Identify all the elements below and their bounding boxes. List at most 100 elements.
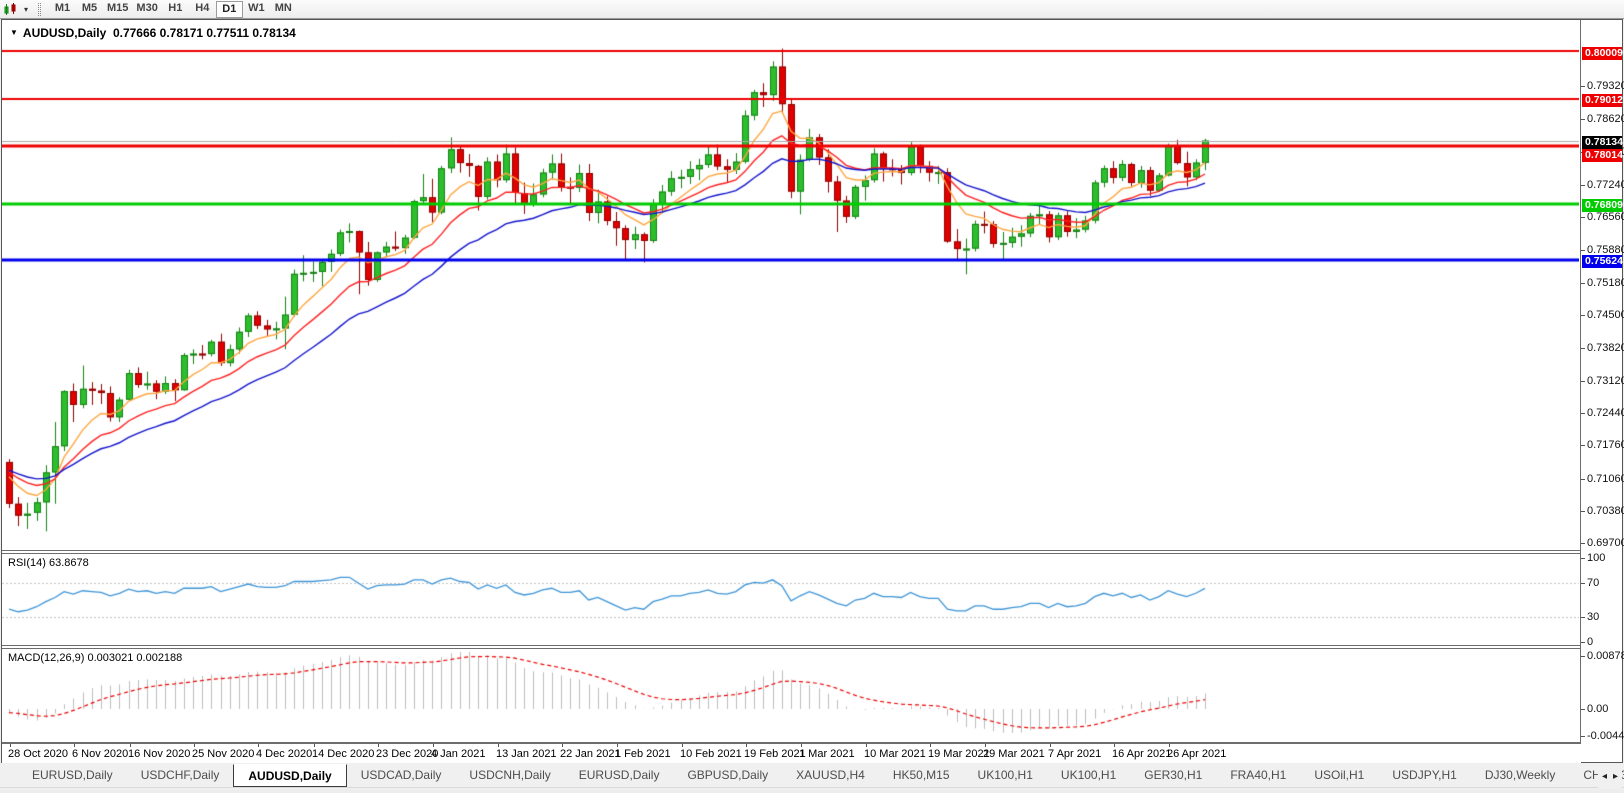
time-tick [985,744,986,747]
price-level-badge: 0.79012 [1582,94,1623,107]
rsi-canvas[interactable] [2,554,1579,645]
macd-panel: MACD(12,26,9) 0.003021 0.002188 [2,648,1581,743]
timeframe-button-d1[interactable]: D1 [215,0,243,18]
timeframe-button-m30[interactable]: M30 [136,1,158,14]
time-tick [1114,744,1115,747]
price-tick-label: 0.70380 [1581,505,1624,517]
chart-window: ▼ AUDUSD,Daily 0.77666 0.78171 0.77511 0.… [1,19,1624,763]
time-tick [682,744,683,747]
macd-level-label: 0.008782 [1581,650,1624,662]
chart-menu-caret-icon[interactable]: ▼ [10,28,18,37]
time-tick [801,744,802,747]
price-level-badge: 0.75624 [1582,255,1623,268]
chart-tab-eurusd-daily[interactable]: EURUSD,Daily [578,768,660,782]
price-tick-label: 0.76560 [1581,211,1624,223]
rsi-level-label: 100 [1581,552,1605,564]
date-label: 22 Jan 2021 [560,748,621,760]
status-strip [0,789,1624,793]
rsi-level-label: 0 [1581,636,1593,648]
date-label: 13 Jan 2021 [496,748,557,760]
rsi-panel: RSI(14) 63.8678 [2,553,1581,646]
date-label: 16 Nov 2020 [128,748,191,760]
chart-tab-fra40-h1[interactable]: FRA40,H1 [1230,768,1287,782]
timeframe-button-w1[interactable]: W1 [248,1,265,14]
timeframe-button-h4[interactable]: H4 [195,1,210,14]
time-tick [74,744,75,747]
price-tick-label: 0.74500 [1581,309,1624,321]
time-tick [1050,744,1051,747]
chart-tab-ger30-h1[interactable]: GER30,H1 [1144,768,1203,782]
date-label: 4 Dec 2020 [256,748,313,760]
price-tick-label: 0.77240 [1581,179,1624,191]
chevron-down-icon[interactable]: ▾ [24,4,29,14]
date-label: 25 Nov 2020 [192,748,255,760]
date-label: 7 Apr 2021 [1048,748,1102,760]
toolbar-grip[interactable] [38,2,42,16]
chart-title: ▼ AUDUSD,Daily 0.77666 0.78171 0.77511 0.… [10,26,296,40]
date-label: 28 Oct 2020 [8,748,68,760]
price-tick-label: 0.79320 [1581,80,1624,92]
chart-tab-hk50-m15[interactable]: HK50,M15 [892,768,950,782]
price-tick-label: 0.75880 [1581,244,1624,256]
chart-tab-uk100-h1[interactable]: UK100,H1 [977,768,1033,782]
timeframe-toolbar: ▾ M1 M5 M15 M30 H1 H4 D1 W1 MN [0,0,1624,19]
chart-tabs-bar: EURUSD,Daily USDCHF,Daily AUDUSD,Daily USDC… [0,764,1624,788]
chart-tab-audusd-daily[interactable]: AUDUSD,Daily [233,764,347,787]
price-level-badge: 0.78134 [1582,136,1623,149]
date-label: 16 Apr 2021 [1112,748,1172,760]
time-tick [433,744,434,747]
timeframe-button-m5[interactable]: M5 [81,1,98,14]
price-level-badge: 0.76809 [1582,199,1623,212]
chart-tab-gbpusd-daily[interactable]: GBPUSD,Daily [687,768,769,782]
date-label: 14 Dec 2020 [312,748,375,760]
time-tick [378,744,379,747]
price-tick-label: 0.71060 [1581,473,1624,485]
time-axis[interactable]: 28 Oct 2020 6 Nov 2020 16 Nov 2020 25 Nov 2… [2,743,1581,763]
timeframe-button-m1[interactable]: M1 [54,1,71,14]
rsi-level-label: 30 [1581,611,1599,623]
price-axis[interactable]: 0.793200.786200.779400.772400.765600.758… [1580,20,1624,743]
price-level-badge: 0.78014 [1582,149,1623,162]
macd-canvas[interactable] [2,649,1579,742]
chart-tab-dj30-weekly[interactable]: DJ30,Weekly [1484,768,1556,782]
time-tick [194,744,195,747]
time-tick [498,744,499,747]
chart-type-icon[interactable] [3,2,21,16]
date-label: 4 Jan 2021 [431,748,486,760]
time-tick [746,744,747,747]
timeframe-button-m15[interactable]: M15 [107,1,129,14]
price-tick-label: 0.71760 [1581,439,1624,451]
price-tick-label: 0.73120 [1581,375,1624,387]
time-tick [930,744,931,747]
tab-scroll-buttons: ◂ ▸ [1597,764,1622,788]
chart-tab-eurusd-daily[interactable]: EURUSD,Daily [32,768,113,782]
price-chart-canvas[interactable] [2,20,1579,549]
date-label: 1 Mar 2021 [799,748,855,760]
chart-tab-xauusd-h4[interactable]: XAUUSD,H4 [796,768,865,782]
rsi-level-label: 70 [1581,577,1599,589]
timeframe-button-mn[interactable]: MN [274,1,292,14]
date-label: 10 Feb 2021 [680,748,742,760]
price-tick-label: 0.75180 [1581,277,1624,289]
scroll-tabs-left-icon[interactable]: ◂ [1601,770,1607,782]
scroll-tabs-right-icon[interactable]: ▸ [1612,770,1618,782]
price-tick-label: 0.73820 [1581,342,1624,354]
chart-tab-usdchf-daily[interactable]: USDCHF,Daily [140,768,220,782]
chart-tab-usdcad-daily[interactable]: USDCAD,Daily [360,768,442,782]
chart-tab-usdcnh-daily[interactable]: USDCNH,Daily [469,768,551,782]
timeframe-button-h1[interactable]: H1 [168,1,183,14]
chart-tab-usdjpy-h1[interactable]: USDJPY,H1 [1392,768,1457,782]
chart-tab-uk100-h1[interactable]: UK100,H1 [1060,768,1117,782]
time-tick [130,744,131,747]
time-tick [562,744,563,747]
price-chart-panel: ▼ AUDUSD,Daily 0.77666 0.78171 0.77511 0.… [2,20,1581,551]
price-level-badge: 0.80009 [1582,47,1623,60]
time-tick [314,744,315,747]
price-tick-label: 0.78620 [1581,113,1624,125]
chart-tab-usoil-h1[interactable]: USOil,H1 [1314,768,1365,782]
time-tick [258,744,259,747]
symbol-period-label: AUDUSD,Daily [22,26,107,40]
macd-level-label: 0.00 [1581,703,1608,715]
date-label: 26 Apr 2021 [1167,748,1227,760]
date-label: 23 Dec 2020 [376,748,439,760]
